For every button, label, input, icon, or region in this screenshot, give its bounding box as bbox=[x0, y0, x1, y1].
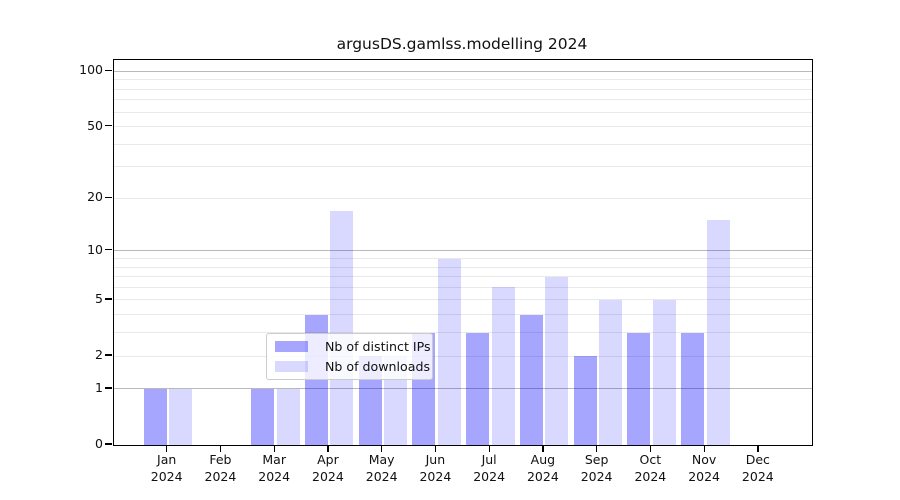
gridline-2 bbox=[114, 355, 812, 357]
gridline-100 bbox=[114, 70, 812, 72]
legend-item: Nb of downloads bbox=[267, 358, 432, 375]
bar-jun-downloads bbox=[437, 258, 461, 445]
gridline-40 bbox=[114, 143, 812, 145]
gridline-60 bbox=[114, 111, 812, 113]
x-tick-feb bbox=[219, 445, 222, 452]
y-tick-label-20: 20 bbox=[87, 189, 103, 205]
bar-nov-distinct-ips bbox=[681, 332, 705, 445]
bar-jan-downloads bbox=[169, 388, 193, 445]
y-tick-1 bbox=[105, 387, 112, 389]
gridline-3 bbox=[114, 332, 812, 334]
x-tick-oct bbox=[649, 445, 652, 452]
x-tick-sep bbox=[596, 445, 598, 452]
x-tick-label-feb: Feb 2024 bbox=[204, 452, 237, 484]
y-tick-50 bbox=[105, 124, 112, 127]
y-tick-100 bbox=[105, 69, 112, 71]
gridline-5 bbox=[114, 299, 812, 301]
y-tick-20 bbox=[105, 196, 112, 199]
bar-nov-downloads bbox=[706, 220, 730, 445]
y-tick-label-50: 50 bbox=[87, 117, 103, 133]
legend-swatch-distinct-ips bbox=[275, 341, 308, 352]
y-tick-label-10: 10 bbox=[87, 241, 103, 257]
legend-item: Nb of distinct IPs bbox=[267, 338, 432, 355]
y-tick-label-2: 2 bbox=[95, 347, 103, 362]
gridline-70 bbox=[114, 99, 812, 101]
bar-sep-distinct-ips bbox=[573, 356, 597, 445]
bar-mar-downloads bbox=[276, 388, 300, 445]
x-tick-label-mar: Mar 2024 bbox=[258, 452, 291, 484]
gridline-80 bbox=[114, 88, 812, 90]
bar-oct-distinct-ips bbox=[627, 332, 651, 445]
gridline-8 bbox=[114, 266, 812, 268]
gridline-9 bbox=[114, 258, 812, 259]
bar-apr-downloads bbox=[330, 210, 354, 445]
legend-label: Nb of downloads bbox=[325, 359, 431, 374]
bar-mar-distinct-ips bbox=[251, 388, 275, 445]
gridline-7 bbox=[114, 276, 812, 278]
x-tick-label-dec: Dec 2024 bbox=[741, 452, 774, 484]
y-tick-10 bbox=[105, 249, 112, 251]
bar-aug-downloads bbox=[545, 276, 569, 445]
x-tick-label-jan: Jan 2024 bbox=[150, 452, 183, 484]
bar-sep-downloads bbox=[599, 299, 623, 445]
x-tick-mar bbox=[273, 445, 275, 452]
bar-jul-downloads bbox=[491, 287, 515, 445]
x-tick-jul bbox=[488, 445, 490, 452]
bar-jan-distinct-ips bbox=[143, 388, 167, 445]
x-tick-label-oct: Oct 2024 bbox=[634, 452, 667, 484]
x-tick-jun bbox=[434, 445, 437, 452]
y-tick-label-1: 1 bbox=[95, 379, 103, 395]
bar-aug-distinct-ips bbox=[519, 314, 543, 445]
x-tick-jan bbox=[166, 445, 168, 452]
gridline-4 bbox=[114, 314, 812, 316]
y-tick-2 bbox=[105, 354, 112, 356]
x-tick-label-jul: Jul 2024 bbox=[473, 452, 506, 484]
x-tick-label-apr: Apr 2024 bbox=[312, 452, 344, 484]
x-tick-apr bbox=[327, 445, 329, 452]
legend-swatch-downloads bbox=[275, 361, 308, 372]
gridline-6 bbox=[114, 286, 812, 288]
gridline-10 bbox=[114, 250, 812, 252]
bar-jul-distinct-ips bbox=[466, 332, 490, 445]
x-tick-dec bbox=[757, 445, 759, 452]
gridline-90 bbox=[114, 79, 812, 81]
x-tick-label-sep: Sep 2024 bbox=[580, 452, 613, 484]
x-tick-label-aug: Aug 2024 bbox=[526, 452, 559, 484]
plot-area bbox=[113, 59, 813, 446]
gridline-1 bbox=[114, 388, 812, 390]
gridline-20 bbox=[114, 197, 812, 199]
x-tick-may bbox=[381, 445, 383, 452]
y-tick-label-0: 0 bbox=[95, 436, 103, 451]
y-tick-label-100: 100 bbox=[79, 62, 103, 78]
x-tick-label-nov: Nov 2024 bbox=[688, 452, 720, 484]
x-tick-aug bbox=[542, 445, 544, 452]
bar-oct-downloads bbox=[652, 299, 676, 445]
gridline-30 bbox=[114, 166, 812, 168]
gridline-50 bbox=[114, 126, 812, 128]
y-tick-0 bbox=[105, 443, 112, 445]
y-tick-5 bbox=[105, 298, 112, 300]
x-tick-label-jun: Jun 2024 bbox=[419, 452, 452, 484]
legend-label: Nb of distinct IPs bbox=[325, 339, 431, 354]
x-tick-label-may: May 2024 bbox=[365, 452, 398, 484]
chart-title: argusDS.gamlss.modelling 2024 bbox=[336, 35, 588, 53]
legend: Nb of distinct IPs Nb of downloads bbox=[266, 333, 433, 380]
y-tick-label-5: 5 bbox=[95, 290, 103, 306]
x-tick-nov bbox=[703, 445, 705, 452]
